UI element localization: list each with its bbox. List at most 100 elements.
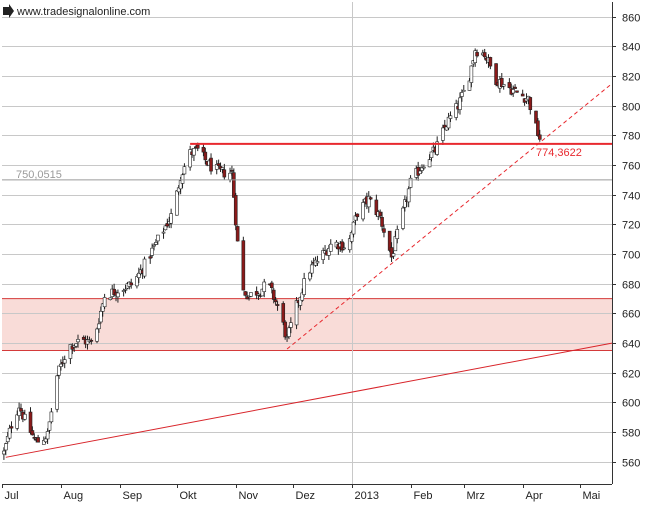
candle-body: [9, 426, 14, 429]
y-tick-label: 760: [622, 161, 640, 173]
candle-body: [289, 322, 293, 328]
y-tick-label: 660: [622, 309, 640, 321]
candle-body: [7, 427, 12, 439]
grid: [2, 2, 612, 484]
candle-body: [273, 299, 278, 303]
candle-body: [32, 437, 37, 439]
candle-body: [270, 282, 274, 288]
candle-body: [43, 438, 48, 443]
y-tick-label: 620: [622, 369, 640, 381]
candle-body: [537, 134, 542, 140]
candle-body: [469, 65, 474, 83]
resistance-label: 774,3622: [536, 147, 582, 159]
candle-body: [232, 172, 236, 198]
y-tick-label: 820: [622, 72, 640, 84]
candle-body: [220, 167, 225, 170]
candle-body: [28, 411, 33, 433]
candle-body: [30, 430, 35, 436]
candle-body: [19, 408, 23, 412]
candle-body: [59, 363, 63, 367]
candle-body: [102, 297, 107, 308]
candle-body: [275, 304, 280, 306]
candle-body: [328, 243, 333, 252]
x-tick-label: Okt: [180, 490, 197, 502]
candle-body: [45, 431, 50, 440]
candle-body: [281, 303, 286, 323]
candle-body: [380, 217, 384, 227]
y-tick-label: 680: [622, 280, 640, 292]
candle-body: [294, 300, 299, 326]
candle-body: [368, 197, 373, 200]
candle-body: [156, 234, 160, 242]
y-tick-label: 560: [622, 458, 640, 470]
candle-body: [230, 170, 234, 172]
candle-body: [249, 292, 253, 297]
candle-body: [406, 188, 411, 203]
candle-body: [161, 231, 166, 234]
candle-body: [175, 190, 179, 216]
candle-body: [418, 170, 422, 175]
candle-body: [4, 443, 8, 451]
candle-body: [203, 151, 208, 161]
x-tick-label: Sep: [123, 490, 143, 502]
candle-body: [108, 297, 113, 300]
x-tick-label: Mrz: [467, 490, 485, 502]
candle-body: [511, 89, 515, 94]
candle-body: [154, 242, 158, 245]
candle-body: [448, 115, 453, 119]
candle-body: [47, 421, 52, 431]
x-tick-label: Nov: [239, 490, 259, 502]
candle-body: [116, 292, 120, 298]
candle-body: [123, 288, 128, 291]
x-tick-label: 2013: [355, 490, 379, 502]
candle-body: [488, 57, 493, 67]
candle-body: [435, 141, 439, 155]
candle-body: [55, 375, 59, 410]
candle-body: [393, 236, 398, 252]
candle-body: [95, 328, 99, 342]
watermark-text: www.tradesignalonline.com: [16, 6, 150, 18]
y-tick-label: 740: [622, 191, 640, 203]
trendline-solid: [5, 342, 613, 458]
y-tick-label: 840: [622, 42, 640, 54]
candle-body: [216, 163, 221, 166]
candle-body: [347, 238, 352, 251]
candle-body: [482, 52, 487, 58]
candle-body: [2, 450, 6, 455]
candle-body: [150, 247, 154, 256]
candle-body: [395, 229, 400, 239]
candle-body: [222, 169, 227, 178]
candle-body: [74, 343, 78, 347]
x-tick-label: Aug: [64, 490, 84, 502]
candle-body: [23, 413, 27, 420]
candle-body: [408, 177, 413, 188]
candle-body: [374, 199, 379, 216]
y-tick-label: 720: [622, 220, 640, 232]
candle-body: [520, 93, 525, 97]
candle-body: [382, 228, 386, 233]
candle-body: [391, 253, 396, 257]
candle-body: [342, 247, 346, 250]
support-zone: [2, 298, 612, 352]
candle-body: [152, 244, 156, 247]
candle-body: [401, 207, 405, 229]
candle-body: [515, 90, 519, 93]
candle-body: [169, 213, 173, 224]
candle-body: [321, 250, 325, 260]
candle-body: [536, 120, 540, 136]
x-tick-label: Jul: [5, 490, 19, 502]
y-tick-label: 780: [622, 131, 640, 143]
candle-body: [366, 196, 371, 208]
y-tick-label: 800: [622, 102, 640, 114]
candle-body: [302, 278, 306, 295]
candle-body: [243, 291, 248, 296]
candle-body: [458, 97, 462, 110]
candle-body: [387, 230, 392, 251]
candle-body: [201, 146, 206, 153]
candle-body: [355, 213, 360, 218]
candle-body: [287, 327, 291, 337]
candle-body: [327, 248, 331, 256]
candle-body: [427, 159, 432, 168]
watermark: www.tradesignalonline.com: [3, 4, 150, 18]
